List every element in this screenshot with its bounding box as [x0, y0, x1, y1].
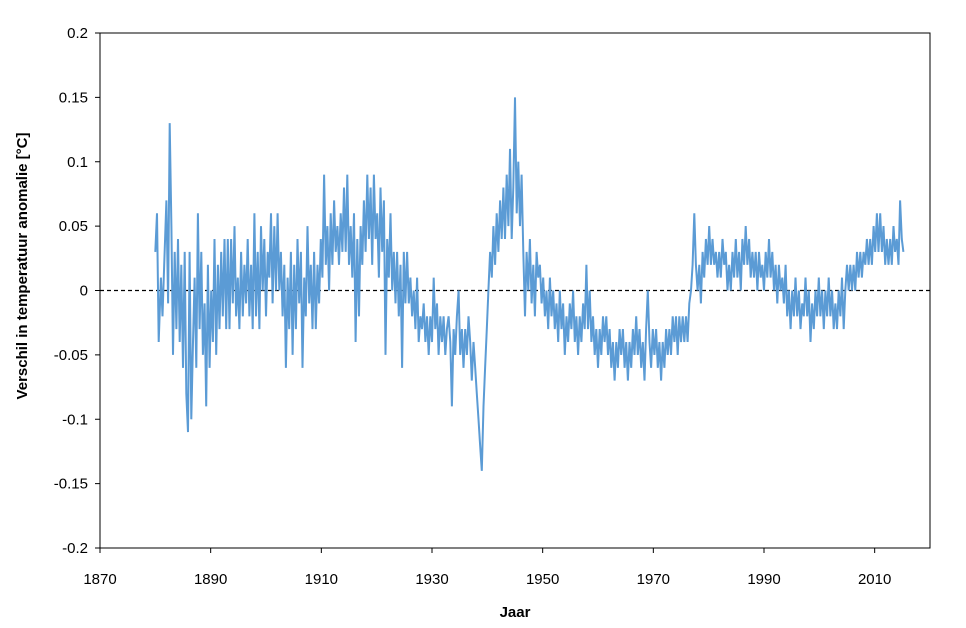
- y-tick-label: 0.05: [59, 218, 88, 235]
- y-tick-label: -0.05: [54, 347, 88, 364]
- x-tick-label: 1910: [305, 571, 338, 588]
- y-tick-label: 0: [80, 283, 88, 300]
- x-tick-label: 2010: [858, 571, 891, 588]
- y-axis-title: Verschil in temperatuur anomalie [°C]: [14, 133, 31, 400]
- series-layer: [154, 97, 905, 471]
- y-tick-label: -0.1: [62, 411, 88, 428]
- series-line-0: [154, 97, 905, 471]
- y-axis: -0.2 -0.15 -0.1 -0.05 0 0.05 0.1 0.15 0.2: [54, 25, 100, 557]
- x-tick-label: 1950: [526, 571, 559, 588]
- x-tick-label: 1890: [194, 571, 227, 588]
- y-tick-label: 0.1: [67, 154, 88, 171]
- y-tick-label: 0.2: [67, 25, 88, 42]
- y-tick-label: -0.15: [54, 476, 88, 493]
- y-tick-label: -0.2: [62, 540, 88, 557]
- x-axis-title: Jaar: [500, 604, 531, 621]
- y-tick-label: 0.15: [59, 89, 88, 106]
- x-tick-label: 1870: [83, 571, 116, 588]
- x-tick-label: 1970: [637, 571, 670, 588]
- x-tick-label: 1990: [747, 571, 780, 588]
- x-axis: 1870 1890 1910 1930 1950 1970 1990 2010: [83, 548, 891, 588]
- x-tick-label: 1930: [415, 571, 448, 588]
